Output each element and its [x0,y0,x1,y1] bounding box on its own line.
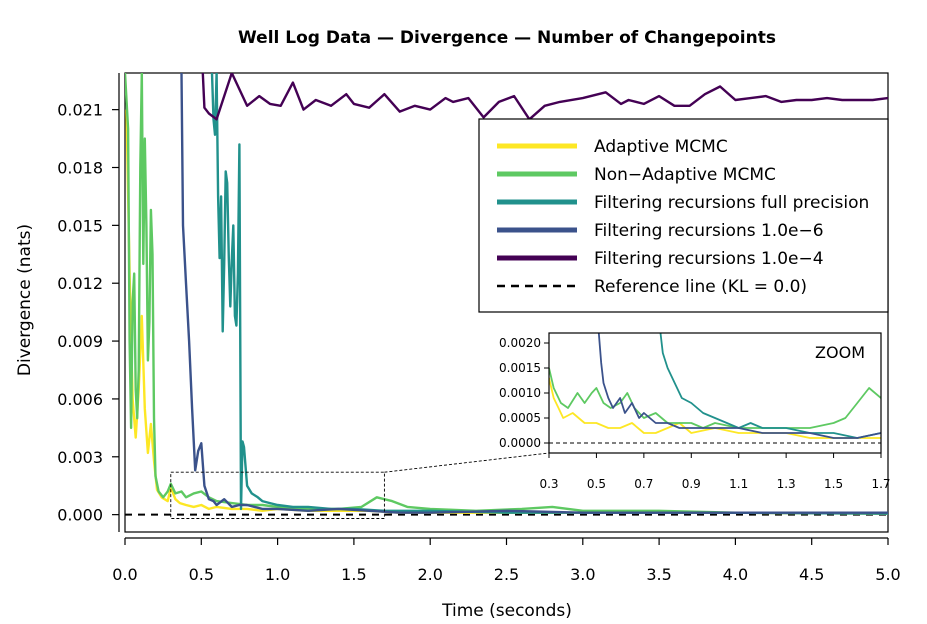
inset-series-line-f1e6 [597,333,881,439]
zoom-inset: ZOOM 0.3 0.5 0.7 0.9 1.1 1.3 1.5 1.7 0.0000 0.000… [499,332,891,491]
legend-label-adaptive: Adaptive MCMC [594,137,728,157]
series-line-f1e6 [180,73,888,514]
x-tick-label: 3.5 [646,565,671,584]
y-tick-label: 0.015 [57,216,103,235]
inset-zoom-label: ZOOM [815,343,865,362]
inset-x-tick-label: 0.9 [682,477,701,491]
inset-x-tick-label: 1.1 [729,477,748,491]
inset-axes: 0.3 0.5 0.7 0.9 1.1 1.3 1.5 1.7 0.0000 0.0005 0.00… [499,336,891,491]
main-series-group [125,73,888,516]
inset-series-line-adaptive [549,377,881,439]
series-line-f1e4 [201,73,888,121]
inset-y-tick-label: 0.0020 [499,336,541,350]
inset-series-line-fullprec [659,333,881,439]
zoom-region-box [170,452,550,519]
x-tick-label: 4.5 [799,565,824,584]
legend-frame [478,118,889,313]
x-tick-label: 2.0 [417,565,442,584]
legend: Adaptive MCMC Non−Adaptive MCMC Filtering … [478,118,889,313]
legend-label-nonadaptive: Non−Adaptive MCMC [594,165,776,185]
x-tick-label: 2.5 [494,565,519,584]
y-tick-label: 0.000 [57,506,103,525]
series-line-nonadaptive [125,73,888,514]
x-tick-label: 5.0 [875,565,900,584]
inset-y-tick-label: 0.0015 [499,361,541,375]
y-tick-label: 0.009 [57,332,103,351]
y-tick-label: 0.018 [57,159,103,178]
y-tick-label: 0.003 [57,448,103,467]
x-tick-label: 1.0 [265,565,290,584]
zoom-rect [170,471,385,519]
inset-x-tick-label: 0.7 [634,477,653,491]
x-tick-label: 3.0 [570,565,595,584]
inset-series-line-nonadaptive [549,367,881,429]
x-tick-label: 1.5 [341,565,366,584]
x-tick-label: 0.0 [112,565,137,584]
legend-label-f1e6: Filtering recursions 1.0e−6 [594,221,824,241]
y-axis-title: Divergence (nats) [15,224,35,376]
main-plot-area: 0.0 0.5 1.0 1.5 2.0 2.5 3.0 3.5 4.0 4.5 5.0 0.000 0.… [57,72,901,584]
x-tick-label: 4.0 [723,565,748,584]
main-axes: 0.0 0.5 1.0 1.5 2.0 2.5 3.0 3.5 4.0 4.5 5.0 0.000 0.… [57,73,901,584]
inset-x-tick-label: 1.7 [871,477,890,491]
inset-y-tick-label: 0.0005 [499,411,541,425]
legend-label-fullprec: Filtering recursions full precision [594,193,869,213]
inset-y-tick-label: 0.0000 [499,436,541,450]
x-tick-label: 0.5 [189,565,214,584]
inset-series-group [549,333,881,444]
legend-label-f1e4: Filtering recursions 1.0e−4 [594,249,824,269]
legend-label-reference: Reference line (KL = 0.0) [594,277,807,297]
inset-y-tick-label: 0.0010 [499,386,541,400]
inset-x-tick-label: 1.5 [824,477,843,491]
zoom-connector [384,452,550,473]
inset-x-tick-label: 0.5 [587,477,606,491]
chart-title: Well Log Data — Divergence — Number of C… [238,28,776,48]
inset-x-tick-label: 1.3 [777,477,796,491]
y-tick-label: 0.021 [57,101,103,120]
inset-x-tick-label: 0.3 [539,477,558,491]
x-axis-title: Time (seconds) [441,601,572,621]
y-tick-label: 0.012 [57,274,103,293]
y-tick-label: 0.006 [57,390,103,409]
